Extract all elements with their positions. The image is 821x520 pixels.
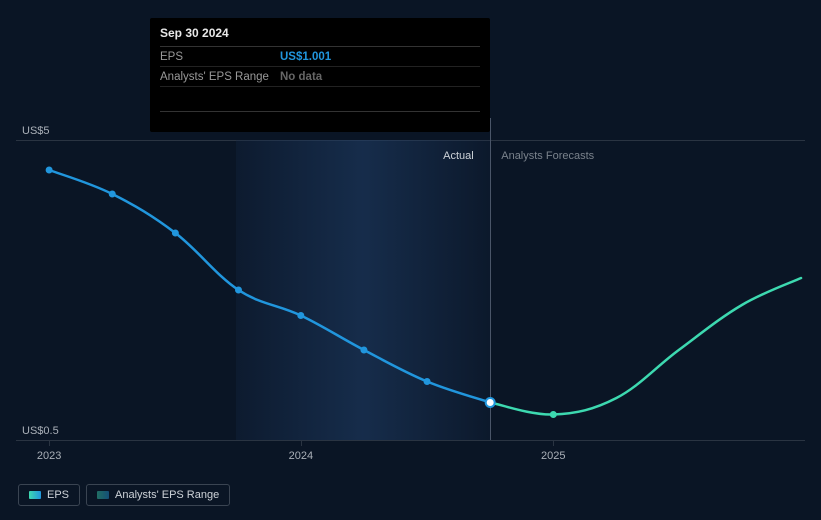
- gridline-bottom: [16, 440, 805, 441]
- legend-swatch: [97, 491, 109, 499]
- x-axis-tick-label: 2024: [289, 450, 313, 462]
- y-axis-label-top: US$5: [22, 125, 50, 137]
- gridline-vertical: [553, 440, 554, 446]
- gridline-vertical: [49, 440, 50, 446]
- legend-item[interactable]: EPS: [18, 484, 80, 506]
- hover-marker: [486, 398, 495, 407]
- tooltip-row-label: EPS: [160, 51, 280, 63]
- series-line-eps_actual: [49, 170, 490, 403]
- tooltip-row-value: US$1.001: [280, 51, 331, 63]
- series-marker[interactable]: [550, 411, 557, 418]
- tooltip-row-label: Analysts' EPS Range: [160, 71, 280, 83]
- series-marker[interactable]: [424, 378, 431, 385]
- legend-label: EPS: [47, 489, 69, 501]
- legend-item[interactable]: Analysts' EPS Range: [86, 484, 230, 506]
- series-marker[interactable]: [109, 191, 116, 198]
- tooltip-row: EPSUS$1.001: [160, 47, 480, 67]
- chart-tooltip: Sep 30 2024 EPSUS$1.001Analysts' EPS Ran…: [150, 18, 490, 132]
- tooltip-separator: [160, 111, 480, 112]
- series-marker[interactable]: [46, 167, 53, 174]
- tooltip-row-value: No data: [280, 71, 322, 83]
- x-axis-tick-label: 2023: [37, 450, 61, 462]
- legend-swatch: [29, 491, 41, 499]
- series-marker[interactable]: [172, 230, 179, 237]
- tooltip-row: Analysts' EPS RangeNo data: [160, 67, 480, 87]
- series-marker[interactable]: [297, 312, 304, 319]
- chart-legend: EPS Analysts' EPS Range: [18, 484, 230, 506]
- series-marker[interactable]: [360, 347, 367, 354]
- tooltip-title: Sep 30 2024: [160, 26, 480, 47]
- legend-label: Analysts' EPS Range: [115, 489, 219, 501]
- series-marker[interactable]: [235, 287, 242, 294]
- gridline-vertical: [301, 440, 302, 446]
- chart-plot[interactable]: [16, 140, 805, 440]
- x-axis-tick-label: 2025: [541, 450, 565, 462]
- series-line-eps_forecast: [490, 278, 801, 415]
